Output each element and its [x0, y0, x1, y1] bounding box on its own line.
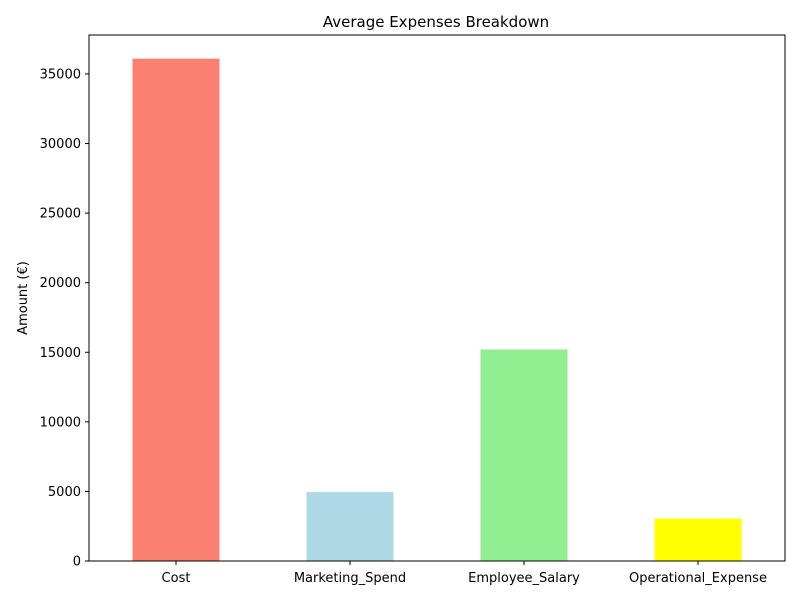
y-tick-label: 10000	[40, 415, 81, 430]
bar-marketing-spend	[306, 492, 394, 561]
y-tick-label: 5000	[48, 485, 81, 500]
x-tick-label: Marketing_Spend	[294, 571, 406, 586]
y-tick-label: 20000	[40, 276, 81, 291]
y-tick-label: 35000	[40, 67, 81, 82]
y-tick-label: 0	[73, 555, 81, 570]
y-axis-label: Amount (€)	[16, 261, 31, 335]
y-tick-label: 25000	[40, 207, 81, 222]
x-axis: Cost Marketing_Spend Employee_Salary Operat…	[162, 561, 767, 586]
bar-operational-expense	[654, 518, 742, 561]
y-tick-label: 30000	[40, 137, 81, 152]
x-tick-label: Cost	[162, 571, 191, 586]
chart-title: Average Expenses Breakdown	[323, 13, 549, 31]
x-tick-label: Operational_Expense	[629, 571, 767, 586]
bar-employee-salary	[480, 349, 568, 561]
x-tick-label: Employee_Salary	[468, 571, 580, 586]
y-tick-label: 15000	[40, 346, 81, 361]
bars-group	[132, 58, 742, 561]
bar-cost	[132, 58, 220, 561]
plot-frame	[88, 34, 786, 562]
y-axis: 0 5000 10000 15000 20000 25000 30000 35000	[40, 67, 89, 570]
